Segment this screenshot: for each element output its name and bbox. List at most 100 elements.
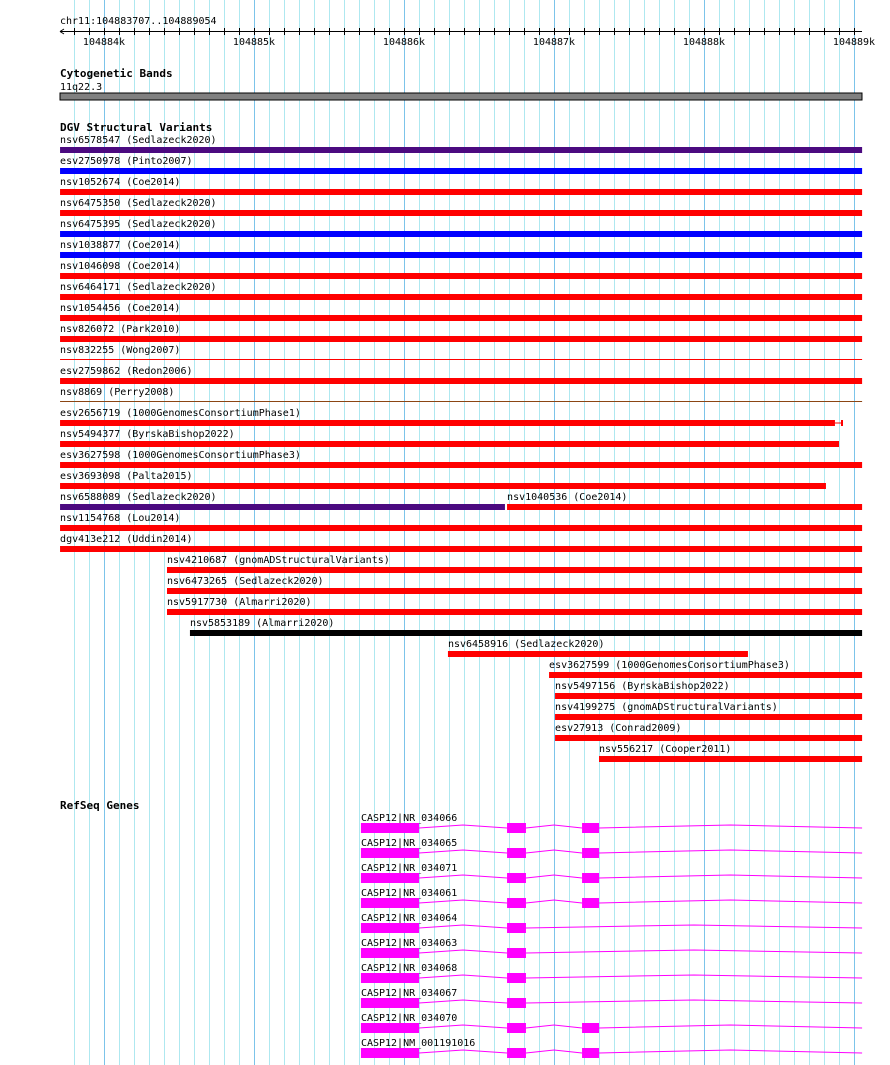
variant-bar[interactable] <box>60 252 863 258</box>
variant-label[interactable]: nsv1154768 (Lou2014) <box>60 513 180 524</box>
variant-bar[interactable] <box>60 420 835 426</box>
variant-label[interactable]: nsv5497156 (ByrskaBishop2022) <box>555 681 730 692</box>
gene-exon[interactable] <box>507 923 526 933</box>
variant-bar[interactable] <box>555 735 863 741</box>
variant-bar[interactable] <box>167 567 863 573</box>
variant-bar[interactable] <box>60 147 863 153</box>
variant-bar[interactable] <box>189 630 863 636</box>
variant-label[interactable]: nsv6458916 (Sedlazeck2020) <box>448 639 605 650</box>
variant-label[interactable]: esv3627599 (1000GenomesConsortiumPhase3) <box>549 660 790 671</box>
gene-label[interactable]: CASP12|NR_034071 <box>361 863 457 874</box>
variant-label[interactable]: esv2750978 (Pinto2007) <box>60 156 192 167</box>
left-arrow-icon[interactable] <box>59 28 65 35</box>
variant-label[interactable]: esv3693098 (Palta2015) <box>60 471 192 482</box>
variant-label[interactable]: nsv5917730 (Almarri2020) <box>167 597 312 608</box>
variant-bar[interactable] <box>60 231 863 237</box>
gene-exon[interactable] <box>507 973 526 983</box>
variant-label[interactable]: nsv6473265 (Sedlazeck2020) <box>167 576 324 587</box>
gene-exon[interactable] <box>360 1048 419 1058</box>
variant-label[interactable]: nsv1046098 (Coe2014) <box>60 261 180 272</box>
gene-exon[interactable] <box>507 898 526 908</box>
variant-label[interactable]: nsv1054456 (Coe2014) <box>60 303 180 314</box>
variant-label[interactable]: nsv4199275 (gnomADStructuralVariants) <box>555 702 778 713</box>
variant-bar[interactable] <box>60 401 863 402</box>
gene-exon[interactable] <box>582 898 599 908</box>
gene-exon[interactable] <box>582 1023 599 1033</box>
variant-label[interactable]: nsv4210687 (gnomADStructuralVariants) <box>167 555 390 566</box>
gene-exon[interactable] <box>507 823 526 833</box>
gene-exon[interactable] <box>360 948 419 958</box>
variant-bar[interactable] <box>167 588 863 594</box>
variant-label[interactable]: nsv5853189 (Almarri2020) <box>190 618 335 629</box>
gene-exon[interactable] <box>507 873 526 883</box>
gene-exon[interactable] <box>360 1023 419 1033</box>
variant-bar[interactable] <box>555 714 863 720</box>
variant-label[interactable]: nsv8869 (Perry2008) <box>60 387 174 398</box>
variant-bar[interactable] <box>507 504 863 510</box>
variant-label[interactable]: esv2656719 (1000GenomesConsortiumPhase1) <box>60 408 301 419</box>
variant-bar[interactable] <box>60 504 505 510</box>
gene-label[interactable]: CASP12|NR_034063 <box>361 938 457 949</box>
ruler[interactable]: 104884k 104885k 104886k 104887k 104888k 10488… <box>59 28 875 48</box>
variant-label[interactable]: dgv413e212 (Uddin2014) <box>60 534 192 545</box>
variant-label[interactable]: nsv6464171 (Sedlazeck2020) <box>60 282 217 293</box>
variant-label[interactable]: nsv6475350 (Sedlazeck2020) <box>60 198 217 209</box>
variant-bar[interactable] <box>60 546 863 552</box>
variant-bar[interactable] <box>447 651 748 657</box>
variant-bar[interactable] <box>599 756 863 762</box>
variant-bar[interactable] <box>60 168 863 174</box>
gene-exon[interactable] <box>582 873 599 883</box>
gene-exon[interactable] <box>360 998 419 1008</box>
gene-label[interactable]: CASP12|NR_034064 <box>361 913 457 924</box>
variant-label[interactable]: nsv826072 (Park2010) <box>60 324 180 335</box>
variant-bar[interactable] <box>60 483 826 489</box>
variant-bar[interactable] <box>60 315 863 321</box>
variant-bar[interactable] <box>60 189 863 195</box>
variant-label[interactable]: nsv6578547 (Sedlazeck2020) <box>60 135 217 146</box>
variant-label[interactable]: nsv556217 (Cooper2011) <box>599 744 731 755</box>
variant-bar[interactable] <box>60 359 863 360</box>
gene-exon[interactable] <box>507 1023 526 1033</box>
variant-bar[interactable] <box>549 672 863 678</box>
gene-label[interactable]: CASP12|NR_034068 <box>361 963 457 974</box>
gene-exon[interactable] <box>360 923 419 933</box>
variant-bar[interactable] <box>60 525 863 531</box>
cytoband-bar[interactable] <box>59 92 863 101</box>
variant-label[interactable]: nsv1052674 (Coe2014) <box>60 177 180 188</box>
variant-label[interactable]: esv27913 (Conrad2009) <box>555 723 681 734</box>
variant-label[interactable]: nsv5494377 (ByrskaBishop2022) <box>60 429 235 440</box>
variant-label[interactable]: nsv1040536 (Coe2014) <box>507 492 627 503</box>
gene-label[interactable]: CASP12|NR_034067 <box>361 988 457 999</box>
gene-exon[interactable] <box>360 973 419 983</box>
variant-label[interactable]: nsv1038877 (Coe2014) <box>60 240 180 251</box>
gene-exon[interactable] <box>507 998 526 1008</box>
gene-label[interactable]: CASP12|NM_001191016 <box>361 1038 475 1049</box>
gene-exon[interactable] <box>360 823 419 833</box>
variant-bar[interactable] <box>167 609 863 615</box>
gene-exon[interactable] <box>507 948 526 958</box>
variant-label[interactable]: nsv6475395 (Sedlazeck2020) <box>60 219 217 230</box>
gene-exon[interactable] <box>507 848 526 858</box>
gene-exon[interactable] <box>360 848 419 858</box>
variant-label[interactable]: nsv832255 (Wong2007) <box>60 345 180 356</box>
gene-label[interactable]: CASP12|NR_034070 <box>361 1013 457 1024</box>
gene-exon[interactable] <box>360 898 419 908</box>
variant-bar[interactable] <box>60 336 863 342</box>
gene-exon[interactable] <box>507 1048 526 1058</box>
variant-bar[interactable] <box>60 441 840 447</box>
gene-exon[interactable] <box>582 823 599 833</box>
gene-exon[interactable] <box>582 1048 599 1058</box>
variant-bar[interactable] <box>60 294 863 300</box>
variant-bar[interactable] <box>60 210 863 216</box>
variant-label[interactable]: esv2759862 (Redon2006) <box>60 366 192 377</box>
gene-label[interactable]: CASP12|NR_034066 <box>361 813 457 824</box>
gene-exon[interactable] <box>582 848 599 858</box>
variant-label[interactable]: nsv6588089 (Sedlazeck2020) <box>60 492 217 503</box>
variant-bar[interactable] <box>60 273 863 279</box>
variant-bar[interactable] <box>555 693 863 699</box>
gene-exon[interactable] <box>360 873 419 883</box>
gene-label[interactable]: CASP12|NR_034061 <box>361 888 457 899</box>
variant-bar[interactable] <box>60 378 863 384</box>
gene-label[interactable]: CASP12|NR_034065 <box>361 838 457 849</box>
variant-bar[interactable] <box>60 462 863 468</box>
